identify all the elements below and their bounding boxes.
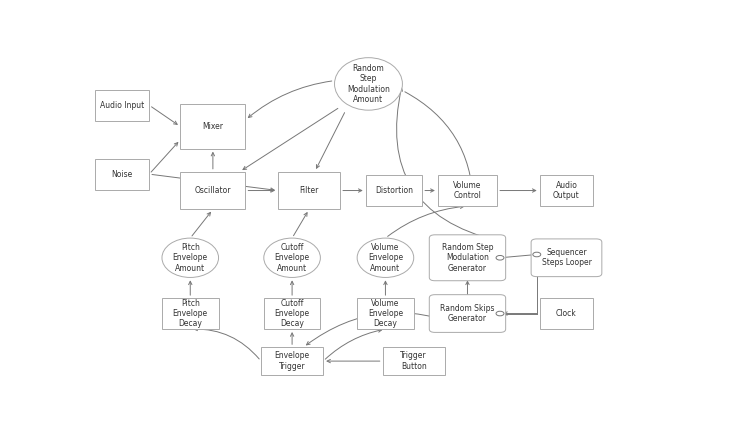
Text: Cutoff
Envelope
Amount: Cutoff Envelope Amount	[274, 243, 310, 273]
Text: Clock: Clock	[556, 309, 577, 318]
Ellipse shape	[162, 238, 218, 277]
Text: Volume
Envelope
Decay: Volume Envelope Decay	[368, 299, 403, 328]
Text: Sequencer
Steps Looper: Sequencer Steps Looper	[542, 248, 591, 268]
Text: Cutoff
Envelope
Decay: Cutoff Envelope Decay	[274, 299, 310, 328]
FancyBboxPatch shape	[429, 235, 506, 281]
Text: Audio
Output: Audio Output	[553, 181, 580, 200]
FancyBboxPatch shape	[357, 298, 414, 329]
Text: Filter: Filter	[299, 186, 319, 195]
Text: Random Skips
Generator: Random Skips Generator	[440, 304, 495, 323]
FancyBboxPatch shape	[429, 295, 506, 332]
FancyBboxPatch shape	[278, 172, 340, 210]
FancyBboxPatch shape	[264, 298, 320, 329]
FancyBboxPatch shape	[162, 298, 218, 329]
FancyBboxPatch shape	[180, 104, 245, 149]
Ellipse shape	[357, 238, 414, 277]
Text: Volume
Envelope
Amount: Volume Envelope Amount	[368, 243, 403, 273]
FancyBboxPatch shape	[438, 175, 497, 206]
Text: Pitch
Envelope
Amount: Pitch Envelope Amount	[173, 243, 208, 273]
Text: Envelope
Trigger: Envelope Trigger	[274, 351, 310, 371]
FancyBboxPatch shape	[383, 347, 445, 375]
FancyBboxPatch shape	[180, 172, 245, 210]
Text: Distortion: Distortion	[375, 186, 413, 195]
FancyBboxPatch shape	[539, 298, 593, 329]
Text: Audio Input: Audio Input	[100, 101, 145, 110]
FancyBboxPatch shape	[261, 347, 323, 375]
Text: Oscillator: Oscillator	[195, 186, 231, 195]
FancyBboxPatch shape	[96, 89, 149, 121]
FancyBboxPatch shape	[366, 175, 422, 206]
Text: Noise: Noise	[112, 170, 133, 178]
Ellipse shape	[334, 58, 402, 110]
Text: Random
Step
Modulation
Amount: Random Step Modulation Amount	[347, 64, 390, 104]
Text: Pitch
Envelope
Decay: Pitch Envelope Decay	[173, 299, 208, 328]
FancyBboxPatch shape	[96, 158, 149, 190]
Ellipse shape	[264, 238, 320, 277]
FancyBboxPatch shape	[539, 175, 593, 206]
Text: Random Step
Modulation
Generator: Random Step Modulation Generator	[442, 243, 493, 273]
Text: Trigger
Button: Trigger Button	[401, 351, 427, 371]
FancyBboxPatch shape	[531, 239, 602, 276]
Text: Volume
Control: Volume Control	[453, 181, 482, 200]
Text: Mixer: Mixer	[202, 122, 223, 131]
